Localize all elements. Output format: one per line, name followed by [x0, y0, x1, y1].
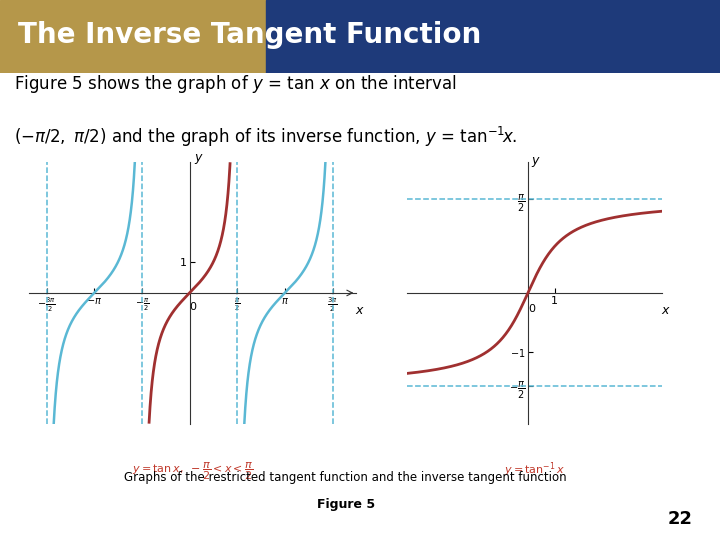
Text: Graphs of the restricted tangent function and the inverse tangent function: Graphs of the restricted tangent functio…: [125, 471, 567, 484]
Text: $x$: $x$: [661, 303, 671, 316]
Text: 0: 0: [528, 303, 536, 314]
Bar: [266, 0, 720, 73]
Bar: [0, 0, 266, 73]
Text: Figure 5: Figure 5: [317, 498, 374, 511]
Text: $y$: $y$: [531, 155, 541, 169]
Text: 0: 0: [189, 302, 197, 312]
Text: The Inverse Tangent Function: The Inverse Tangent Function: [18, 21, 481, 49]
Text: $y = \tan x,\ -\dfrac{\pi}{2} < x < \dfrac{\pi}{2}$: $y = \tan x,\ -\dfrac{\pi}{2} < x < \dfr…: [132, 461, 253, 482]
Text: 22: 22: [668, 510, 693, 528]
Text: $y = \tan^{-1}x$: $y = \tan^{-1}x$: [504, 461, 565, 479]
Text: $x$: $x$: [355, 304, 365, 317]
Text: $(-\pi/2,\ \pi/2)$ and the graph of its inverse function, $y$ = tan$^{-1}\!x$.: $(-\pi/2,\ \pi/2)$ and the graph of its …: [14, 125, 518, 148]
Text: Figure 5 shows the graph of $y$ = tan $x$ on the interval: Figure 5 shows the graph of $y$ = tan $x…: [14, 73, 457, 95]
Text: $y$: $y$: [194, 152, 204, 166]
